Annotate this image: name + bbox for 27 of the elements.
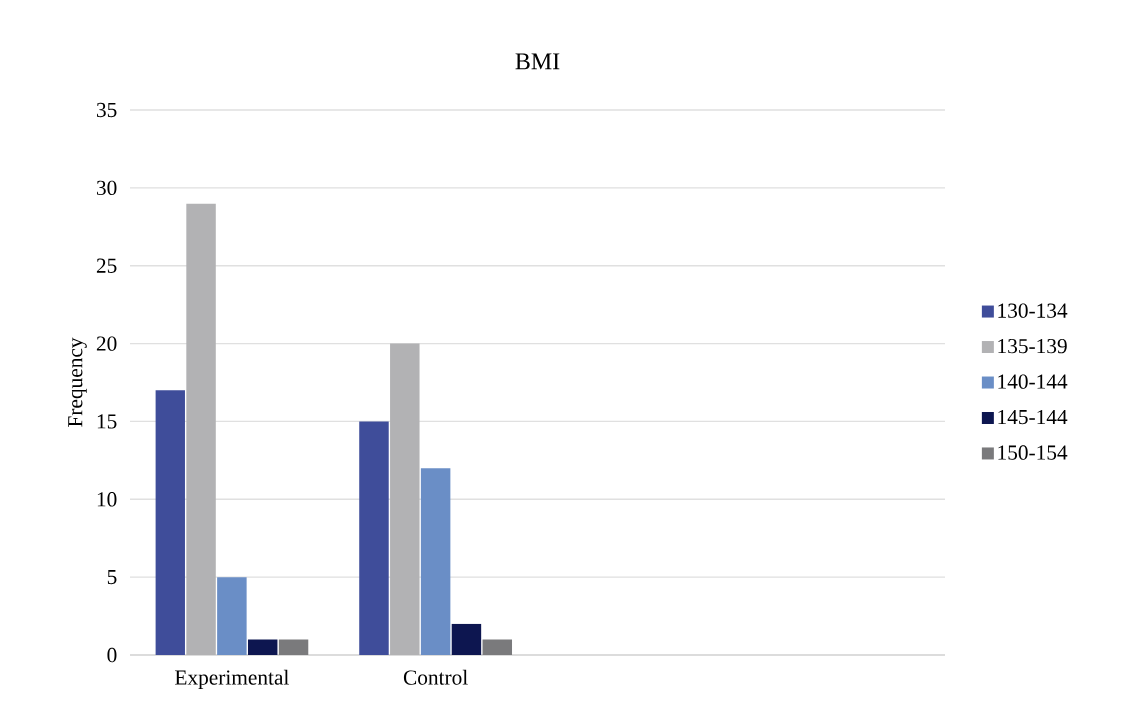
bar [451,623,482,655]
y-tick-label: 15 [97,414,117,429]
bar [359,421,389,655]
legend-label: 135-139 [998,338,1067,354]
y-tick-label: 0 [107,647,117,663]
bar [247,639,278,655]
y-tick-label: 35 [96,102,117,118]
y-tick-label: 25 [96,258,117,273]
bar [390,343,420,655]
legend-label: 150-154 [998,445,1068,460]
y-axis-title: Frequency [68,337,87,427]
bar [186,203,216,655]
x-tick-label: Control [403,669,468,685]
legend-label: 145-144 [998,409,1068,425]
bar [217,577,247,655]
bar [155,390,185,655]
y-tick-label: 30 [96,180,117,196]
bar [278,639,309,655]
legend-label: 130-134 [998,303,1068,318]
bar [482,639,513,655]
legend-label: 140-144 [998,374,1068,389]
y-tick-label: 10 [97,492,117,507]
y-tick-label: 20 [96,336,117,351]
bar [420,468,451,655]
y-tick-label: 5 [107,570,117,585]
x-tick-label: Experimental [175,669,289,690]
chart-title: BMI [515,53,560,70]
